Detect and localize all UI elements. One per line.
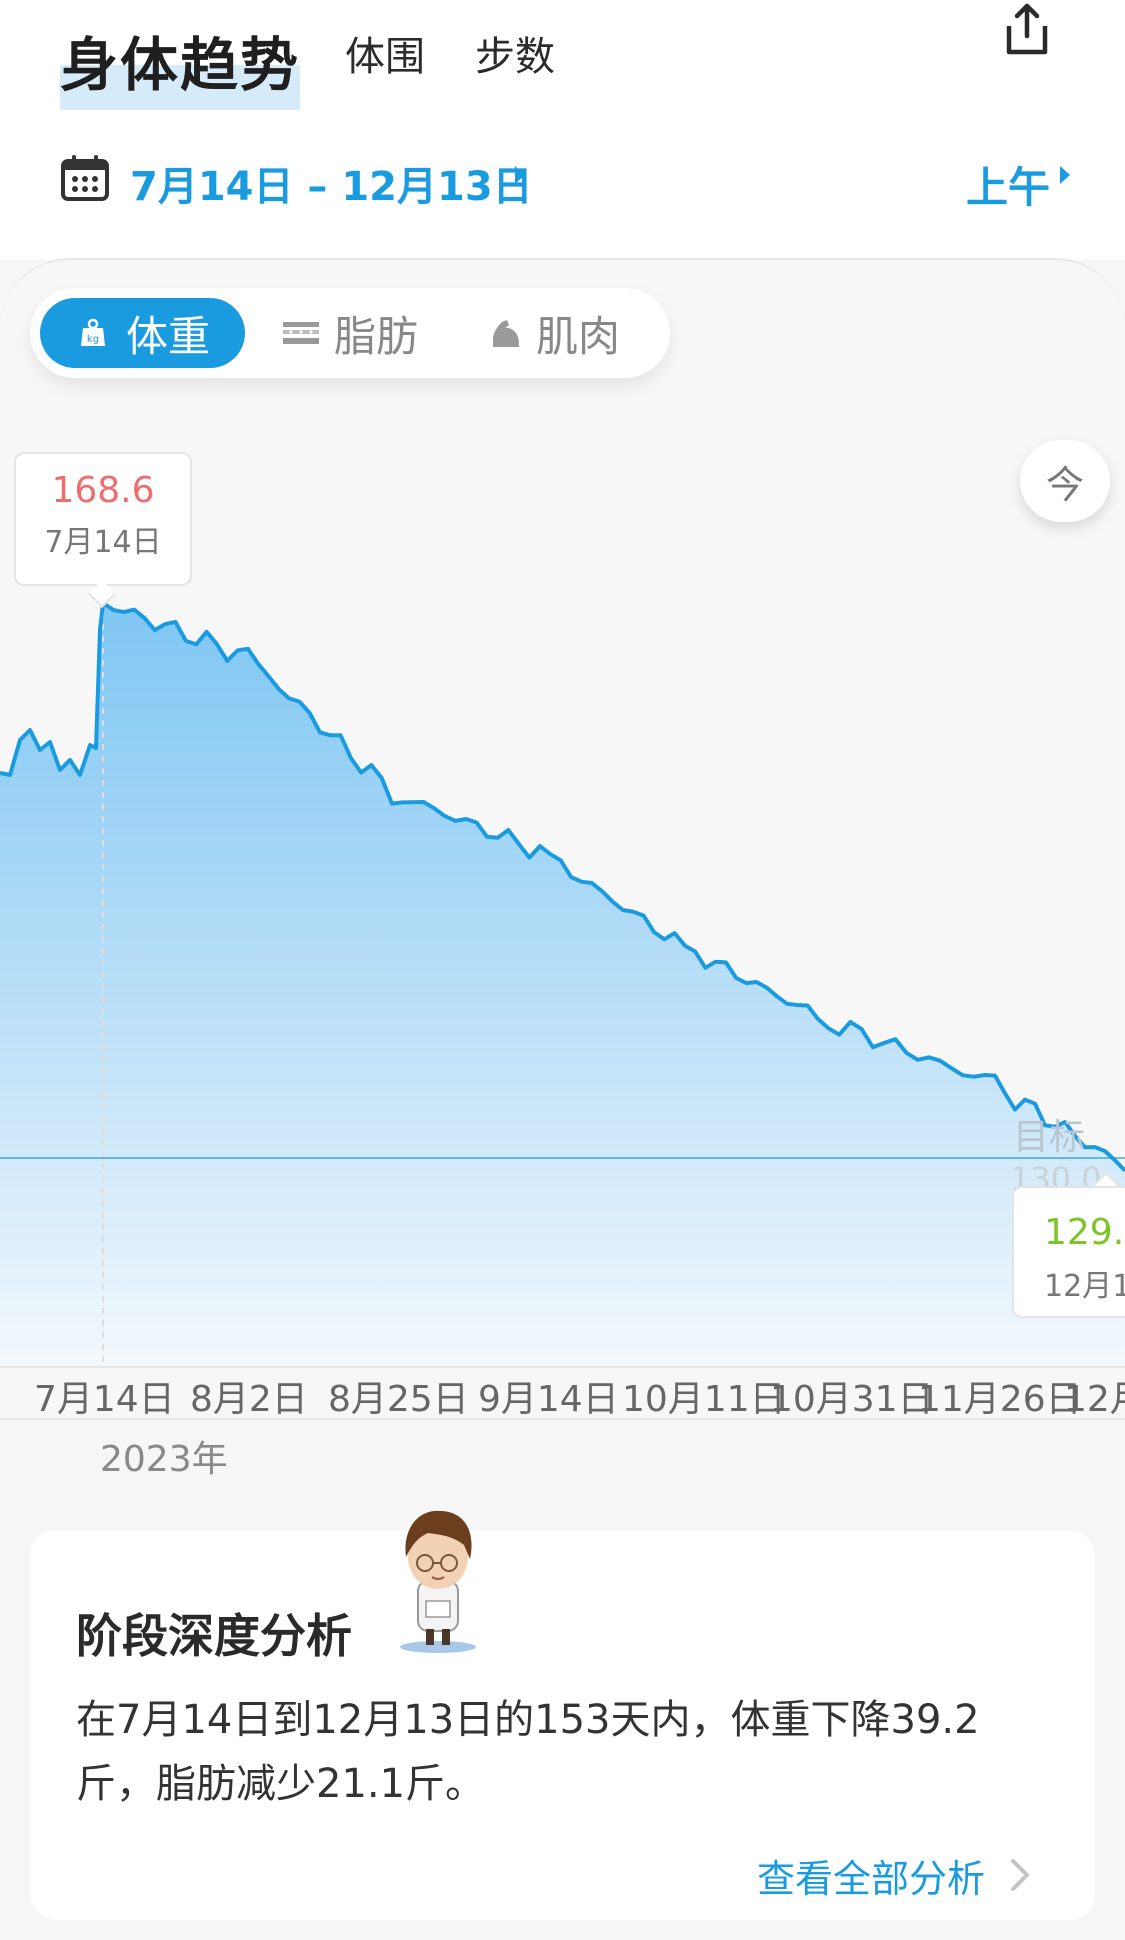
muscle-icon <box>493 320 519 347</box>
tab-steps[interactable]: 步数 <box>475 34 555 80</box>
time-period-selector[interactable]: 上午 <box>965 163 1050 212</box>
share-icon[interactable] <box>999 2 1055 58</box>
segment-muscle[interactable]: 肌肉 <box>490 302 620 364</box>
segment-fat-label: 脂肪 <box>334 311 419 361</box>
segment-muscle-label: 肌肉 <box>536 311 621 361</box>
calendar-icon[interactable] <box>60 154 110 202</box>
today-button[interactable]: 今 <box>1020 440 1110 522</box>
x-tick-label: 8月25日 <box>328 1379 469 1420</box>
segment-weight-label: 体重 <box>126 311 211 361</box>
x-tick-label: 11月26日 <box>918 1379 1082 1420</box>
analysis-summary: 在7月14日到12月13日的153天内，体重下降39.2斤，脂肪减少21.1斤。 <box>76 1697 980 1807</box>
caret-right-icon <box>515 166 525 184</box>
segment-weight[interactable]: kg 体重 <box>78 302 210 364</box>
end-value: 129.4 <box>1044 1212 1125 1253</box>
year-label: 2023年 <box>100 1439 228 1480</box>
chevron-right-icon[interactable] <box>1005 1856 1035 1894</box>
x-tick-label: 9月14日 <box>478 1379 619 1420</box>
x-tick-label: 7月14日 <box>34 1379 175 1420</box>
weight-scale-icon: kg <box>81 318 105 346</box>
goal-label: 目标 <box>1013 1117 1086 1158</box>
page-title: 身体趋势 <box>60 31 301 99</box>
weight-area-chart[interactable] <box>0 430 1125 1370</box>
end-value-tooltip: 129.4 12月1 <box>1012 1186 1125 1318</box>
header: 身体趋势 体围 步数 7月14日 – 12月13日 上午 <box>0 0 1125 260</box>
stage-analysis-card[interactable]: 阶段深度分析 在7月14日到12月13日的153天内，体重下降39.2斤，脂肪减… <box>30 1530 1095 1920</box>
x-axis-line <box>0 1366 1125 1368</box>
analysis-title: 阶段深度分析 <box>76 1609 352 1663</box>
x-axis-divider <box>0 1418 1125 1420</box>
page-title-wrap: 身体趋势 <box>60 18 301 110</box>
start-value: 168.6 <box>51 470 155 511</box>
metric-segmented-control: kg 体重 脂肪 肌肉 <box>30 288 670 378</box>
date-range-selector[interactable]: 7月14日 – 12月13日 <box>130 164 533 210</box>
start-value-tooltip: 168.6 7月14日 <box>14 452 192 586</box>
segment-fat[interactable]: 脂肪 <box>282 302 418 364</box>
tab-waist[interactable]: 体围 <box>345 34 425 80</box>
weight-series-line <box>0 601 1125 1172</box>
fat-icon <box>283 322 319 344</box>
caret-right-icon <box>1060 166 1070 184</box>
title-highlight <box>60 65 300 110</box>
date-range-bar: 7月14日 – 12月13日 上午 <box>60 152 1070 212</box>
end-date: 12月1 <box>1044 1269 1125 1304</box>
view-all-analysis-link[interactable]: 查看全部分析 <box>756 1857 985 1901</box>
doctor-avatar-icon <box>400 1510 476 1653</box>
svg-text:kg: kg <box>87 334 99 345</box>
x-tick-label: 12月 <box>1064 1379 1125 1420</box>
start-date: 7月14日 <box>44 525 162 560</box>
x-tick-label: 8月2日 <box>190 1379 308 1420</box>
segment-active-indicator <box>40 298 245 368</box>
x-tick-label: 10月31日 <box>770 1379 934 1420</box>
x-tick-label: 10月11日 <box>622 1379 786 1420</box>
weight-area-fill <box>0 603 1125 1365</box>
